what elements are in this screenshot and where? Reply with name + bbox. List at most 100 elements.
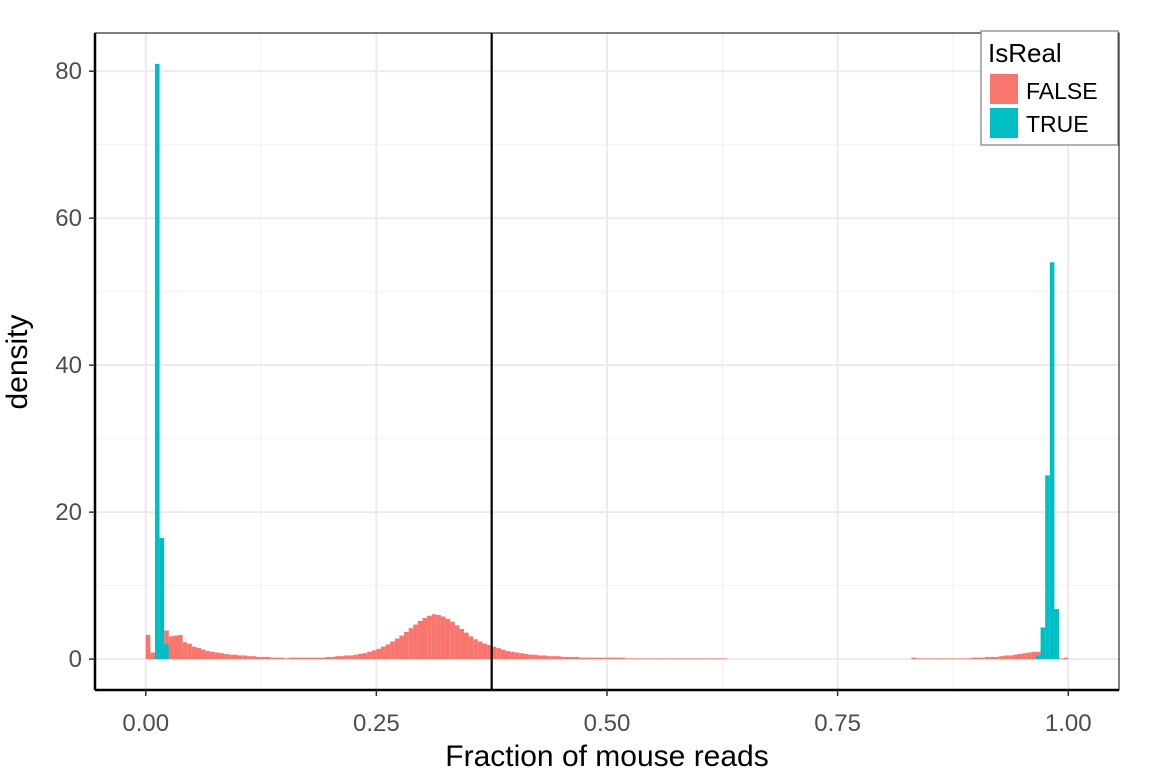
- bar-false: [671, 658, 677, 660]
- bar-false: [920, 658, 926, 660]
- bar-false: [224, 653, 229, 660]
- y-axis-title: density: [1, 314, 34, 409]
- bar-false: [371, 650, 377, 660]
- bar-false: [1017, 653, 1023, 660]
- bar-false: [657, 658, 663, 660]
- bar-false: [952, 658, 958, 660]
- x-tick-label: 1.00: [1045, 710, 1092, 737]
- bar-false: [178, 634, 183, 660]
- bar-false: [214, 652, 220, 660]
- bar-false: [602, 657, 607, 660]
- bar-false: [473, 639, 478, 660]
- bar-false: [533, 654, 538, 660]
- bar-false: [556, 656, 561, 660]
- bar-false: [966, 658, 972, 660]
- bar-false: [330, 656, 335, 660]
- bar-false: [570, 656, 575, 660]
- bar-false: [694, 658, 700, 660]
- bar-false: [551, 656, 557, 660]
- bar-false: [445, 618, 451, 660]
- series-true-bars: [154, 63, 1060, 660]
- bar-false: [925, 658, 930, 660]
- bar-false: [228, 654, 234, 660]
- bar-false: [514, 652, 520, 660]
- bar-false: [344, 655, 349, 660]
- bar-false: [620, 657, 626, 660]
- bar-false: [367, 651, 372, 660]
- bar-false: [477, 641, 483, 660]
- bar-false: [468, 636, 474, 660]
- bar-false: [394, 638, 400, 660]
- bar-false: [265, 656, 271, 660]
- bar-false: [1022, 653, 1027, 660]
- legend-swatch-false: [990, 74, 1018, 104]
- bar-true: [1054, 609, 1060, 660]
- bar-false: [999, 656, 1004, 660]
- bar-false: [417, 620, 423, 660]
- bar-true: [1045, 475, 1050, 660]
- bar-false: [588, 657, 594, 660]
- bar-false: [205, 651, 211, 660]
- bar-false: [150, 652, 155, 660]
- x-axis-title: Fraction of mouse reads: [445, 740, 768, 768]
- bar-false: [976, 657, 981, 660]
- y-tick-label: 60: [55, 205, 82, 232]
- y-tick-label: 0: [69, 646, 82, 673]
- bar-false: [256, 656, 262, 660]
- bar-false: [980, 657, 986, 660]
- y-tick-label: 40: [55, 352, 82, 379]
- bar-false: [464, 632, 469, 660]
- bar-false: [528, 654, 534, 660]
- bar-false: [643, 658, 649, 660]
- bar-false: [261, 656, 266, 660]
- bar-false: [653, 658, 658, 660]
- bar-false: [201, 649, 206, 660]
- bar-false: [440, 616, 446, 660]
- bar-false: [662, 658, 667, 660]
- bar-false: [191, 646, 197, 660]
- bar-false: [962, 658, 967, 660]
- bar-false: [362, 653, 368, 660]
- bar-false: [542, 655, 548, 660]
- bar-false: [334, 656, 340, 660]
- bar-false: [233, 654, 238, 660]
- bar-false: [583, 657, 589, 660]
- bar-false: [690, 658, 695, 660]
- bar-false: [1026, 652, 1032, 660]
- bar-false: [713, 658, 718, 660]
- bar-false: [450, 621, 455, 660]
- bar-false: [251, 656, 257, 660]
- series-false-bars: [145, 614, 1069, 660]
- bar-false: [316, 657, 322, 660]
- bar-false: [487, 645, 492, 660]
- bar-false: [574, 656, 580, 660]
- bar-false: [1059, 658, 1064, 660]
- grid-lines: [95, 33, 1119, 690]
- bar-false: [505, 651, 511, 660]
- bar-false: [547, 656, 552, 660]
- bar-false: [145, 634, 151, 660]
- bar-false: [385, 644, 391, 660]
- bar-false: [1003, 655, 1009, 660]
- bar-false: [210, 651, 215, 660]
- bar-false: [459, 629, 465, 660]
- bar-true: [1035, 655, 1041, 660]
- bar-false: [307, 657, 312, 660]
- bar-false: [948, 658, 953, 660]
- bar-true: [164, 644, 169, 660]
- y-tick-label: 80: [55, 58, 82, 85]
- bar-false: [625, 658, 631, 660]
- bar-false: [1031, 651, 1036, 660]
- bar-true: [159, 537, 165, 660]
- bar-false: [404, 631, 409, 660]
- bar-false: [648, 658, 654, 660]
- bar-false: [311, 657, 317, 660]
- bar-false: [537, 655, 543, 660]
- bar-false: [339, 656, 345, 660]
- bar-false: [284, 658, 289, 660]
- bar-false: [708, 658, 714, 660]
- bar-false: [593, 657, 598, 660]
- bar-false: [579, 657, 584, 660]
- bar-false: [168, 636, 174, 660]
